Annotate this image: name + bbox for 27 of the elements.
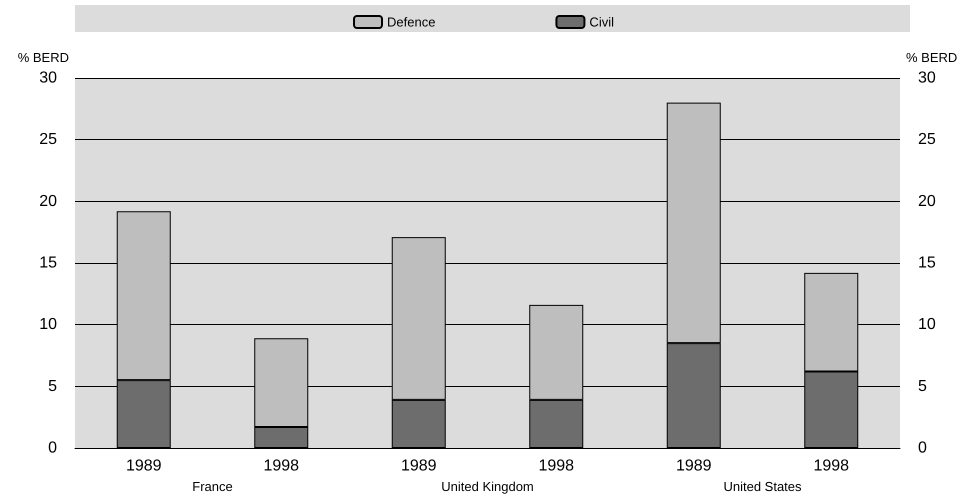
y2-tick-label: 25 — [918, 131, 936, 148]
text: France — [192, 479, 233, 494]
text: United States — [723, 479, 802, 494]
y-tick-label: 0 — [48, 440, 58, 456]
x-tick-label: 1989 — [126, 458, 162, 474]
x-tick-label: 1998 — [263, 458, 300, 474]
x-tick-label: 1998 — [538, 458, 574, 474]
y2-tick-label: 30 — [918, 70, 936, 86]
x-tick-label: 1989 — [400, 458, 437, 474]
y2-tick-label: 20 — [918, 192, 936, 210]
x-tick-label: 1998 — [813, 458, 850, 474]
y-tick-label: 30 — [39, 70, 58, 86]
y2-tick-label: 15 — [918, 254, 936, 272]
y-tick-label: 10 — [39, 316, 58, 334]
y-axis-title: % BERD — [18, 50, 69, 65]
y-tick-label: 20 — [39, 192, 58, 210]
text: United Kingdom — [441, 479, 534, 494]
legend-label: Defence — [387, 14, 436, 30]
y-tick-label: 15 — [39, 254, 58, 272]
legend-label: Civil — [589, 14, 614, 30]
y2-tick-label: 10 — [918, 316, 936, 334]
x-tick-label: 1989 — [676, 458, 712, 474]
y-tick-label: 5 — [48, 378, 58, 395]
y2-tick-label: 0 — [918, 440, 927, 456]
y2-tick-label: 5 — [918, 378, 927, 395]
y-tick-label: 25 — [39, 131, 58, 148]
y2-axis-title: % BERD — [906, 50, 958, 65]
